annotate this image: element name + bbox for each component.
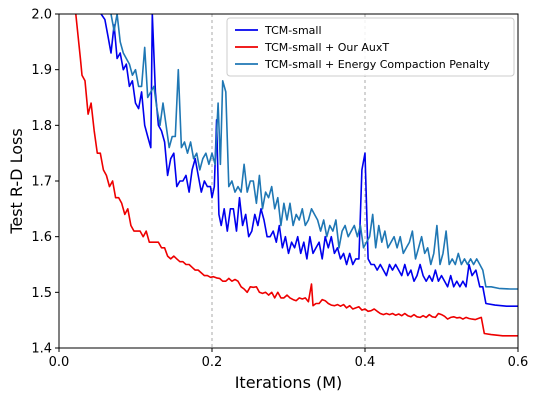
y-tick-label: 1.9: [31, 63, 52, 78]
series-line-2: [75, 14, 518, 337]
x-axis-title: Iterations (M): [235, 373, 343, 392]
legend-label-2: TCM-small + Our AuxT: [264, 41, 389, 54]
legend-label-3: TCM-small + Energy Compaction Penalty: [264, 58, 490, 71]
y-tick-label: 1.5: [31, 286, 52, 301]
series-layer: [75, 14, 518, 337]
y-tick-label: 1.4: [31, 342, 52, 357]
y-axis-title: Test R-D Loss: [7, 128, 26, 234]
series-line-3: [110, 14, 518, 290]
y-tick-label: 1.8: [31, 119, 52, 134]
x-tick-label: 0.4: [355, 355, 376, 370]
legend: TCM-small TCM-small + Our AuxT TCM-small +…: [226, 17, 515, 77]
x-tick-label: 0.6: [508, 355, 529, 370]
legend-label-1: TCM-small: [264, 24, 322, 37]
y-tick-label: 1.7: [31, 175, 52, 190]
y-tick-label: 2.0: [31, 8, 52, 23]
x-tick-label: 0.0: [49, 355, 70, 370]
x-tick-label: 0.2: [202, 355, 223, 370]
x-axis: 0.0 0.2 0.4 0.6: [49, 348, 529, 370]
y-axis: 1.4 1.5 1.6 1.7 1.8 1.9 2.0: [31, 8, 59, 357]
legend-box: [226, 17, 515, 77]
y-tick-label: 1.6: [31, 230, 52, 245]
series-line-1: [100, 14, 518, 308]
